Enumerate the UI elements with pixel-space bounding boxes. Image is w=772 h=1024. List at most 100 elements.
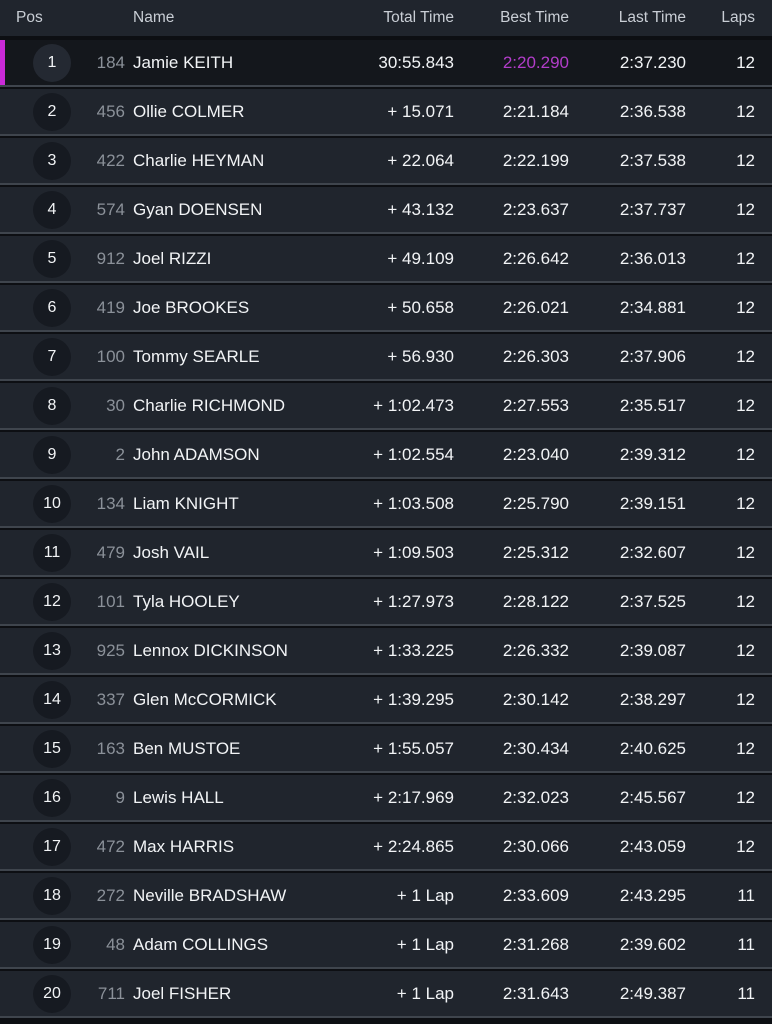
leader-stripe [0, 40, 5, 85]
laps-count: 12 [736, 640, 755, 660]
row-divider [0, 575, 772, 579]
last-time: 2:40.625 [619, 738, 686, 758]
results-header-row: Pos Name Total Time Best Time Last Time … [0, 0, 772, 36]
rider-number: 9 [115, 787, 125, 807]
position-badge: 4 [33, 190, 71, 229]
best-time: 2:30.066 [502, 836, 569, 856]
result-row[interactable]: 6 419 Joe BROOKES + 50.658 2:26.021 2:34.881 1… [0, 285, 772, 330]
position-cell: 11 [0, 533, 78, 572]
best-time: 2:23.040 [502, 444, 569, 464]
row-divider [0, 918, 772, 922]
total-time: + 1:33.225 [373, 640, 454, 660]
row-divider [0, 673, 772, 677]
position-cell: 3 [0, 141, 78, 180]
result-row[interactable]: 19 48 Adam COLLINGS + 1 Lap 2:31.268 2:39.602… [0, 922, 772, 967]
rider-name: Ollie COLMER [133, 101, 245, 121]
best-time: 2:26.332 [502, 640, 569, 660]
position-cell: 8 [0, 386, 78, 425]
position-cell: 4 [0, 190, 78, 229]
total-time: + 1 Lap [396, 885, 454, 905]
position-badge: 5 [33, 239, 71, 278]
laps-count: 12 [736, 150, 755, 170]
result-row[interactable]: 3 422 Charlie HEYMAN + 22.064 2:22.199 2:37.5… [0, 138, 772, 183]
position-cell: 1 [0, 43, 78, 82]
last-time: 2:38.297 [619, 689, 686, 709]
result-row[interactable]: 10 134 Liam KNIGHT + 1:03.508 2:25.790 2:39.1… [0, 481, 772, 526]
result-row[interactable]: 7 100 Tommy SEARLE + 56.930 2:26.303 2:37.906… [0, 334, 772, 379]
position-cell: 20 [0, 974, 78, 1013]
rider-name: Glen McCORMICK [133, 689, 277, 709]
position-badge: 13 [33, 631, 71, 670]
result-row[interactable]: 16 9 Lewis HALL + 2:17.969 2:32.023 2:45.567 1… [0, 775, 772, 820]
position-cell: 12 [0, 582, 78, 621]
result-row[interactable]: 1 184 Jamie KEITH 30:55.843 2:20.290 2:37.230… [0, 40, 772, 85]
rider-name: Tommy SEARLE [133, 346, 260, 366]
row-divider [0, 1016, 772, 1020]
laps-count: 12 [736, 493, 755, 513]
result-row[interactable]: 2 456 Ollie COLMER + 15.071 2:21.184 2:36.538… [0, 89, 772, 134]
header-laps: Laps [721, 9, 755, 26]
rider-name: Jamie KEITH [133, 52, 234, 72]
position-badge: 16 [33, 778, 71, 817]
row-divider [0, 820, 772, 824]
rider-name: Joel FISHER [133, 983, 232, 1003]
best-time: 2:27.553 [502, 395, 569, 415]
total-time: + 2:24.865 [373, 836, 454, 856]
laps-count: 12 [736, 689, 755, 709]
rider-number: 101 [96, 591, 125, 611]
result-row[interactable]: 4 574 Gyan DOENSEN + 43.132 2:23.637 2:37.737… [0, 187, 772, 232]
total-time: + 1 Lap [396, 983, 454, 1003]
rider-number: 479 [96, 542, 125, 562]
result-row[interactable]: 12 101 Tyla HOOLEY + 1:27.973 2:28.122 2:37.5… [0, 579, 772, 624]
position-badge: 3 [33, 141, 71, 180]
laps-count: 12 [736, 395, 755, 415]
position-cell: 19 [0, 925, 78, 964]
rider-number: 2 [115, 444, 125, 464]
result-row[interactable]: 11 479 Josh VAIL + 1:09.503 2:25.312 2:32.607… [0, 530, 772, 575]
laps-count: 12 [736, 444, 755, 464]
laps-count: 12 [736, 346, 755, 366]
result-row[interactable]: 9 2 John ADAMSON + 1:02.554 2:23.040 2:39.312… [0, 432, 772, 477]
result-row[interactable]: 14 337 Glen McCORMICK + 1:39.295 2:30.142 2:3… [0, 677, 772, 722]
last-time: 2:39.087 [619, 640, 686, 660]
laps-count: 12 [736, 787, 755, 807]
last-time: 2:43.295 [619, 885, 686, 905]
row-divider [0, 624, 772, 628]
rider-number: 272 [96, 885, 125, 905]
rider-number: 30 [106, 395, 125, 415]
header-total-time: Total Time [383, 9, 454, 26]
result-row[interactable]: 8 30 Charlie RICHMOND + 1:02.473 2:27.553 2:3… [0, 383, 772, 428]
position-cell: 9 [0, 435, 78, 474]
rider-number: 163 [96, 738, 125, 758]
row-divider [0, 526, 772, 530]
result-row[interactable]: 15 163 Ben MUSTOE + 1:55.057 2:30.434 2:40.62… [0, 726, 772, 771]
result-row[interactable]: 13 925 Lennox DICKINSON + 1:33.225 2:26.332 2… [0, 628, 772, 673]
position-cell: 5 [0, 239, 78, 278]
result-row[interactable]: 17 472 Max HARRIS + 2:24.865 2:30.066 2:43.05… [0, 824, 772, 869]
rider-name: Charlie RICHMOND [133, 395, 286, 415]
laps-count: 12 [736, 101, 755, 121]
row-divider [0, 477, 772, 481]
result-row[interactable]: 18 272 Neville BRADSHAW + 1 Lap 2:33.609 2:43… [0, 873, 772, 918]
rider-name: Adam COLLINGS [133, 934, 269, 954]
rider-name: Neville BRADSHAW [133, 885, 287, 905]
row-divider [0, 85, 772, 89]
rider-number: 134 [96, 493, 125, 513]
result-row[interactable]: 5 912 Joel RIZZI + 49.109 2:26.642 2:36.013 12 [0, 236, 772, 281]
position-cell: 14 [0, 680, 78, 719]
rider-number: 337 [96, 689, 125, 709]
rider-name: Josh VAIL [133, 542, 210, 562]
rider-number: 472 [96, 836, 125, 856]
total-time: + 15.071 [387, 101, 454, 121]
best-time: 2:31.268 [502, 934, 569, 954]
last-time: 2:43.059 [619, 836, 686, 856]
total-time: + 1:02.554 [373, 444, 454, 464]
last-time: 2:49.387 [619, 983, 686, 1003]
last-time: 2:37.538 [619, 150, 686, 170]
laps-count: 12 [736, 836, 755, 856]
result-row[interactable]: 20 711 Joel FISHER + 1 Lap 2:31.643 2:49.387 1… [0, 971, 772, 1016]
laps-count: 12 [736, 52, 755, 72]
total-time: + 1:02.473 [373, 395, 454, 415]
rider-name: Tyla HOOLEY [133, 591, 240, 611]
best-time: 2:30.434 [502, 738, 569, 758]
